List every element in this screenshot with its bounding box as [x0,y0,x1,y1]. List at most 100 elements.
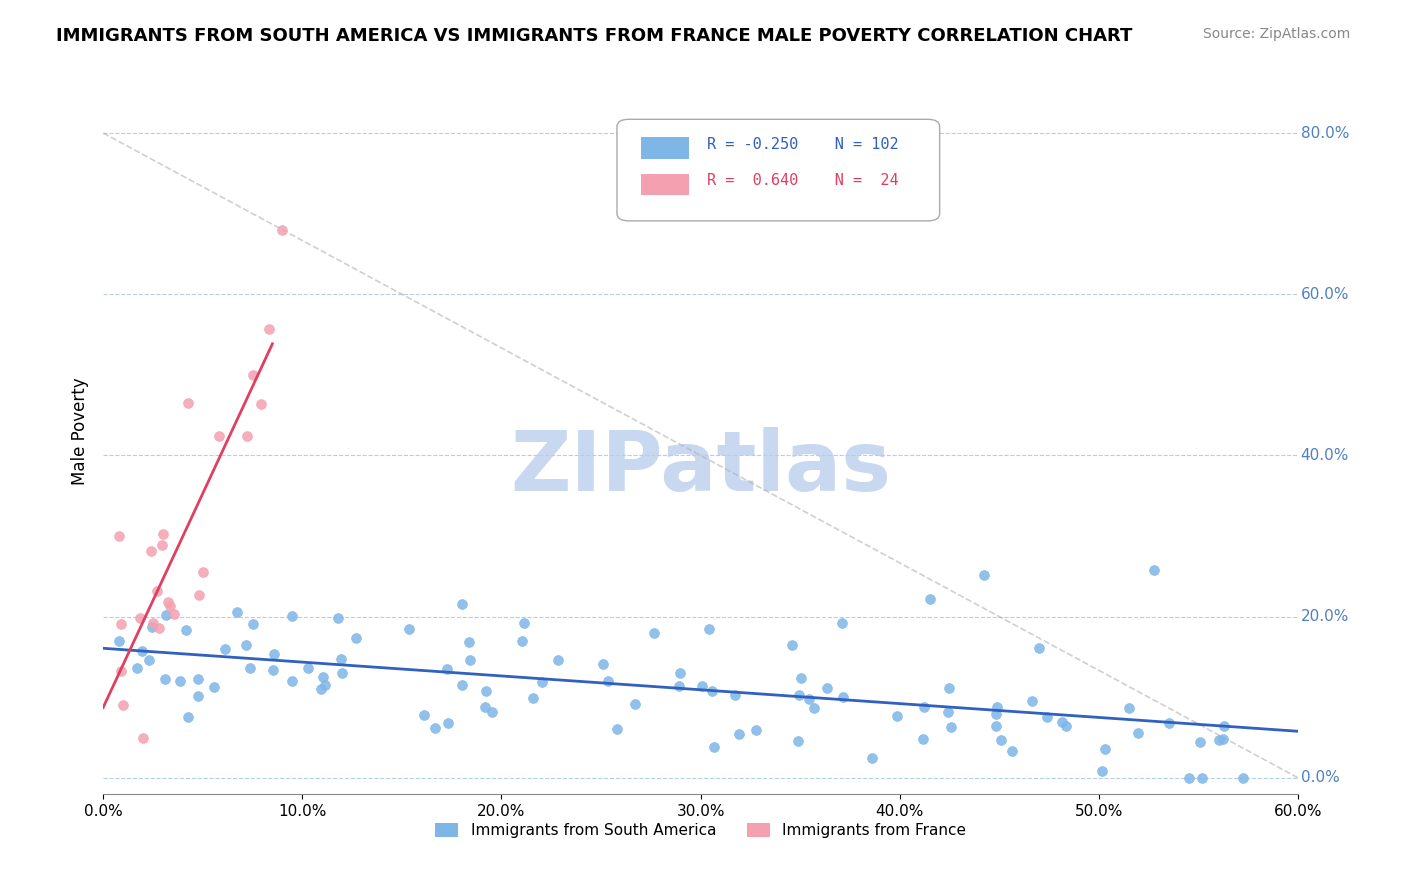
Point [941,720,963,734]
Point [451,677,474,691]
Point [911,732,934,747]
Point [125,661,148,675]
Point [250,397,273,411]
Point [191,566,214,580]
Point [142,615,165,630]
Text: R =  0.640    N =  24: R = 0.640 N = 24 [707,173,898,188]
Point [204,680,226,694]
Point [436,662,458,676]
Point [271,223,294,237]
Point [187,689,209,703]
Point [831,615,853,630]
Point [1021,694,1043,708]
Point [169,673,191,688]
Point [1118,701,1140,715]
Point [188,588,211,602]
Point [592,657,614,671]
Point [225,606,247,620]
Point [547,653,569,667]
Text: 20.0%: 20.0% [1301,609,1348,624]
Point [329,651,352,665]
Point [314,678,336,692]
Legend: Immigrants from South America, Immigrants from France: Immigrants from South America, Immigrant… [429,817,972,845]
Point [531,675,554,690]
Point [139,544,162,558]
Point [1212,719,1234,733]
Point [110,664,132,678]
Point [803,701,825,715]
Point [522,690,544,705]
Point [242,616,264,631]
Point [146,583,169,598]
Point [728,727,751,741]
Text: Source: ZipAtlas.com: Source: ZipAtlas.com [1202,27,1350,41]
Point [450,597,472,611]
Point [458,634,481,648]
Point [187,672,209,686]
Point [832,690,855,705]
Point [398,622,420,636]
Point [159,599,181,613]
Point [596,674,619,689]
Point [918,591,941,606]
Point [150,538,173,552]
Point [1126,726,1149,740]
Point [138,653,160,667]
Point [973,568,995,582]
Point [326,611,349,625]
Point [458,653,481,667]
Point [110,616,132,631]
Point [745,723,768,737]
Point [280,673,302,688]
Point [481,706,503,720]
Point [474,683,496,698]
Point [412,707,434,722]
Point [235,638,257,652]
Point [132,731,155,745]
Point [690,679,713,693]
FancyBboxPatch shape [641,137,689,159]
Point [131,644,153,658]
Point [669,665,692,680]
Point [214,641,236,656]
Point [177,396,200,410]
Point [344,631,367,645]
Y-axis label: Male Poverty: Male Poverty [72,377,89,485]
Point [281,609,304,624]
Point [1028,640,1050,655]
Text: 40.0%: 40.0% [1301,448,1348,463]
Point [780,639,803,653]
Point [263,647,285,661]
Point [208,429,231,443]
Point [606,722,628,736]
Point [297,661,319,675]
Point [815,681,838,695]
Point [141,620,163,634]
Point [112,698,135,713]
Point [723,689,745,703]
Point [155,608,177,623]
Point [668,679,690,693]
Point [262,663,284,677]
Point [512,616,534,631]
Point [156,594,179,608]
Point [1094,742,1116,756]
Point [423,721,446,735]
Point [700,683,723,698]
Point [108,529,131,543]
Point [1232,771,1254,785]
Point [990,733,1012,747]
Point [1090,764,1112,778]
Point [1054,719,1077,733]
Point [786,734,808,748]
Point [787,688,810,702]
Point [129,610,152,624]
Point [912,699,935,714]
Text: 0.0%: 0.0% [1301,771,1340,785]
Point [1157,715,1180,730]
Point [148,622,170,636]
Point [790,671,813,685]
Point [162,607,184,621]
Point [1212,732,1234,747]
FancyBboxPatch shape [617,120,939,221]
